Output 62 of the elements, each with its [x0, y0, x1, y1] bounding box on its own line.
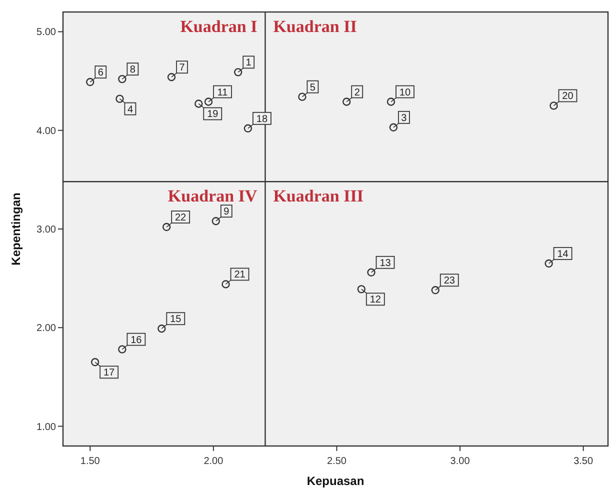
annotation: 12 [370, 294, 382, 306]
point [386, 98, 396, 106]
annotation: 16 [130, 334, 142, 346]
y-tick-label: 2.00 [36, 323, 56, 334]
annotation: 3 [401, 112, 408, 124]
y-tick-label: 4.00 [36, 126, 56, 137]
annotation: 6 [98, 68, 104, 79]
point [194, 100, 203, 108]
x-tick-label: 1.50 [80, 456, 100, 467]
annotation: 17 [103, 368, 116, 379]
x-tick-label: 3.50 [574, 456, 594, 467]
annotation: 1 [246, 58, 252, 69]
point [244, 124, 252, 132]
x-tick-label: 2.00 [204, 456, 224, 467]
annotation: 10 [399, 87, 411, 98]
annotation: 15 [170, 314, 182, 326]
point [550, 102, 558, 110]
point [342, 98, 351, 106]
y-tick-label: 3.00 [36, 224, 56, 236]
annotation: 11 [217, 87, 228, 98]
annotation: 19 [207, 109, 219, 120]
x-axis-title: Kepuasan [306, 474, 364, 488]
annotation: 22 [175, 212, 187, 224]
point [167, 73, 176, 82]
annotation: 14 [557, 249, 569, 260]
x-tick-label: 3.00 [450, 456, 470, 467]
point [116, 94, 124, 103]
point [298, 92, 306, 101]
point [86, 78, 94, 86]
point [212, 217, 220, 226]
x-tick-label: 2.50 [327, 456, 347, 467]
point [162, 222, 171, 232]
annotation: 8 [130, 64, 136, 76]
point [118, 74, 126, 84]
annotation: Kuadran II [273, 17, 358, 36]
point [158, 324, 166, 333]
annotation: Kuadran IV [168, 186, 258, 206]
annotation: Kuadran I [180, 17, 258, 36]
annotation: 13 [380, 258, 392, 269]
point [118, 345, 126, 354]
annotation: 5 [310, 82, 316, 94]
annotation: 7 [179, 62, 186, 74]
point [357, 285, 366, 294]
point [222, 280, 230, 288]
point [234, 68, 242, 76]
annotation: 20 [562, 91, 574, 102]
annotation: 4 [127, 104, 134, 116]
annotation: 23 [444, 276, 456, 287]
annotation: 9 [224, 206, 230, 218]
point [431, 286, 440, 294]
annotation: 18 [256, 114, 268, 125]
annotation: Kuadran III [273, 186, 364, 206]
annotation: 21 [234, 270, 246, 281]
point [204, 98, 213, 106]
y-axis-title: Kepentingan [9, 192, 23, 266]
annotation: 2 [354, 87, 360, 98]
y-tick-label: 1.00 [36, 422, 56, 433]
y-tick-label: 5.00 [36, 27, 56, 38]
point [367, 268, 376, 276]
point [90, 358, 100, 366]
point [544, 259, 553, 268]
point [389, 123, 398, 132]
